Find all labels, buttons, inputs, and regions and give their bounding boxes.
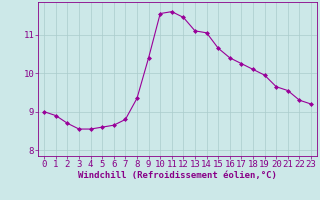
X-axis label: Windchill (Refroidissement éolien,°C): Windchill (Refroidissement éolien,°C) <box>78 171 277 180</box>
